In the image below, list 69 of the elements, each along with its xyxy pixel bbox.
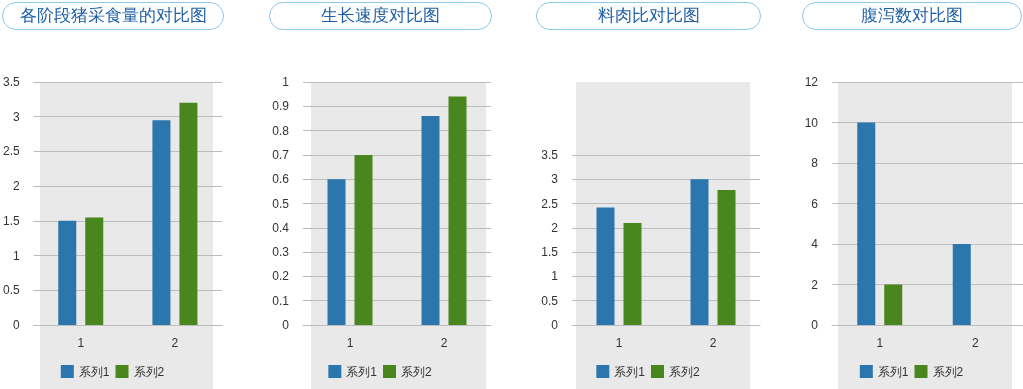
- legend-label: 系列2: [669, 364, 700, 379]
- bar: [85, 217, 104, 325]
- bar: [152, 120, 171, 325]
- bar: [596, 207, 615, 325]
- bar: [327, 179, 346, 325]
- y-tick-label: 0.5: [541, 293, 559, 308]
- y-tick-label: 3.5: [541, 147, 559, 162]
- y-tick-label: 0.2: [272, 269, 290, 284]
- y-tick-label: 8: [811, 156, 819, 170]
- y-tick-label: 2.5: [541, 196, 559, 211]
- bar: [717, 189, 736, 325]
- y-tick-label: 0.1: [272, 293, 290, 308]
- y-tick-label: 12: [804, 75, 819, 89]
- chart-title: 生长速度对比图: [269, 2, 492, 30]
- bar: [58, 220, 77, 325]
- y-tick-label: 1.5: [541, 245, 559, 260]
- y-tick-label: 1: [282, 75, 290, 89]
- legend-label: 系列2: [932, 364, 964, 379]
- y-tick-label: 0.5: [272, 196, 290, 211]
- y-tick-label: 3: [551, 172, 559, 187]
- x-tick-label: 2: [440, 336, 448, 350]
- y-tick-label: 0: [811, 318, 819, 332]
- y-tick-label: 3.5: [2, 75, 20, 89]
- chart-title: 腹泻数对比图: [802, 2, 1022, 30]
- x-tick-label: 2: [971, 336, 979, 350]
- bar: [179, 102, 198, 325]
- y-tick-label: 0.8: [272, 123, 290, 138]
- x-tick-label: 1: [346, 336, 354, 350]
- y-tick-label: 0.4: [272, 220, 290, 235]
- y-tick-label: 1: [12, 248, 20, 263]
- y-tick-label: 0.5: [2, 283, 20, 298]
- chart-title: 各阶段猪采食量的对比图: [2, 2, 224, 30]
- y-tick-label: 0.9: [272, 99, 290, 114]
- y-tick-label: 1: [551, 269, 559, 284]
- legend-label: 系列1: [877, 364, 909, 379]
- y-tick-label: 1.5: [2, 213, 20, 228]
- y-tick-label: 4: [811, 237, 819, 251]
- y-tick-label: 0.3: [272, 245, 290, 260]
- bar: [448, 96, 467, 325]
- y-tick-label: 2.5: [2, 144, 20, 159]
- y-tick-label: 2: [12, 179, 20, 194]
- y-tick-label: 0.7: [272, 147, 290, 162]
- y-tick-label: 2: [551, 220, 559, 235]
- y-tick-label: 0: [551, 318, 559, 332]
- bar: [884, 284, 903, 325]
- legend-label: 系列2: [401, 364, 432, 379]
- x-tick-label: 1: [876, 336, 884, 350]
- y-tick-label: 2: [811, 277, 819, 292]
- legend-label: 系列2: [133, 364, 165, 379]
- y-tick-label: 0.6: [272, 172, 290, 187]
- y-tick-label: 3: [12, 109, 20, 124]
- bar: [690, 179, 709, 325]
- legend-label: 系列1: [346, 364, 378, 379]
- bar: [857, 122, 876, 325]
- y-tick-label: 10: [804, 115, 819, 130]
- bar: [623, 222, 642, 325]
- x-tick-label: 1: [615, 336, 623, 350]
- y-tick-label: 6: [811, 196, 819, 211]
- legend-label: 系列1: [614, 364, 646, 379]
- y-tick-label: 0: [282, 318, 290, 332]
- legend-label: 系列1: [78, 364, 110, 379]
- x-tick-label: 2: [709, 336, 717, 350]
- bar: [421, 116, 440, 325]
- chart-title: 料肉比对比图: [536, 2, 761, 30]
- x-tick-label: 2: [171, 336, 179, 350]
- y-tick-label: 0: [12, 318, 20, 332]
- bar: [354, 154, 373, 325]
- x-tick-label: 1: [77, 336, 85, 350]
- bar: [952, 244, 971, 325]
